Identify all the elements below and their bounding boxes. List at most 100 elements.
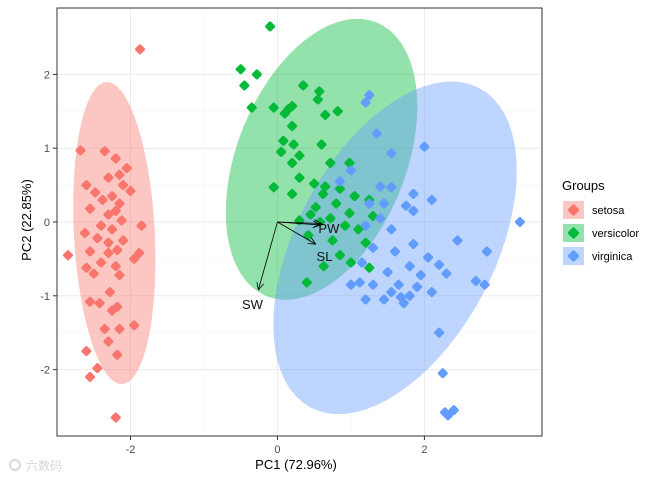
- point-virginica: [481, 246, 492, 257]
- point-setosa: [112, 349, 123, 360]
- point-setosa: [129, 320, 140, 331]
- point-virginica: [367, 279, 378, 290]
- point-virginica: [415, 270, 426, 281]
- point-versicolor: [332, 106, 343, 117]
- point-versicolor: [265, 21, 276, 32]
- point-versicolor: [334, 250, 345, 261]
- point-versicolor: [331, 198, 342, 209]
- point-setosa: [114, 324, 125, 334]
- point-virginica: [404, 290, 415, 301]
- point-versicolor: [316, 139, 327, 150]
- arrow-label-PW: PW: [318, 221, 340, 236]
- point-virginica: [404, 261, 415, 272]
- x-tick-label: -2: [126, 444, 136, 456]
- legend-title: Groups: [562, 178, 605, 193]
- point-virginica: [426, 287, 437, 298]
- point-versicolor: [314, 86, 325, 97]
- point-versicolor: [320, 110, 331, 120]
- point-setosa: [121, 163, 132, 174]
- point-setosa: [75, 145, 86, 156]
- point-setosa: [112, 245, 123, 256]
- arrow-PL: [277, 221, 322, 224]
- point-virginica: [408, 188, 419, 199]
- legend-label-versicolor: versicolor: [592, 228, 639, 240]
- point-virginica: [360, 294, 371, 305]
- point-versicolor: [310, 202, 321, 213]
- point-virginica: [334, 176, 345, 187]
- point-versicolor: [287, 188, 298, 199]
- point-virginica: [452, 235, 463, 246]
- point-versicolor: [309, 178, 320, 189]
- point-virginica: [514, 217, 525, 227]
- point-setosa: [114, 270, 125, 281]
- point-virginica: [382, 267, 393, 278]
- point-setosa: [107, 191, 118, 202]
- point-setosa: [125, 186, 136, 197]
- point-virginica: [419, 141, 430, 152]
- x-axis-label: PC1 (72.96%): [255, 457, 337, 472]
- point-virginica: [441, 268, 452, 279]
- legend-marker-setosa: [567, 204, 580, 216]
- point-setosa: [118, 180, 129, 191]
- point-setosa: [81, 180, 92, 191]
- point-virginica: [386, 287, 397, 298]
- point-virginica: [386, 182, 397, 193]
- point-virginica: [375, 213, 386, 224]
- point-setosa: [88, 268, 99, 279]
- point-versicolor: [294, 172, 305, 183]
- point-setosa: [94, 298, 105, 309]
- point-versicolor: [325, 157, 336, 168]
- ellipse-setosa: [73, 82, 156, 385]
- point-setosa: [81, 346, 92, 357]
- point-setosa: [114, 169, 125, 180]
- point-virginica: [386, 224, 397, 235]
- point-setosa: [110, 261, 121, 272]
- point-setosa: [135, 44, 146, 55]
- point-versicolor: [268, 102, 279, 113]
- watermark-text: 六数码: [26, 458, 62, 473]
- point-virginica: [398, 298, 409, 309]
- watermark: 六数码: [9, 458, 62, 473]
- arrowhead-SW: [256, 281, 264, 291]
- watermark-logo-icon: [9, 459, 21, 471]
- point-versicolor: [320, 181, 331, 192]
- point-virginica: [434, 327, 445, 338]
- point-virginica: [437, 368, 448, 379]
- axes: -2 0 2 -2 -1 0 1 2: [40, 69, 427, 456]
- point-virginica: [408, 205, 419, 216]
- point-virginica: [364, 90, 375, 101]
- y-tick-label: -2: [40, 365, 50, 377]
- point-virginica: [408, 239, 419, 250]
- point-versicolor: [344, 157, 355, 168]
- point-virginica: [426, 194, 437, 205]
- point-versicolor: [246, 102, 257, 113]
- point-versicolor: [251, 69, 262, 80]
- point-versicolor: [268, 182, 279, 193]
- arrow-SL: [277, 221, 316, 245]
- point-virginica: [390, 246, 401, 257]
- point-setosa: [134, 247, 145, 258]
- point-versicolor: [239, 80, 250, 91]
- point-virginica: [360, 220, 371, 231]
- point-setosa: [97, 194, 108, 205]
- point-setosa: [81, 262, 92, 273]
- point-virginica: [412, 281, 423, 292]
- point-setosa: [96, 257, 107, 268]
- y-tick-label: 2: [44, 69, 50, 81]
- point-virginica: [367, 242, 378, 253]
- point-setosa: [103, 209, 114, 220]
- y-tick-label: 0: [44, 217, 50, 229]
- point-virginica: [440, 407, 450, 418]
- x-tick-label: 0: [274, 444, 280, 456]
- point-setosa: [107, 305, 118, 316]
- point-setosa: [110, 153, 121, 164]
- point-versicolor: [312, 94, 323, 105]
- point-setosa: [136, 220, 147, 231]
- point-virginica: [345, 165, 356, 176]
- point-versicolor: [327, 235, 338, 246]
- point-versicolor: [360, 237, 371, 248]
- arrow-SW: [257, 221, 278, 290]
- point-setosa: [110, 412, 121, 423]
- point-setosa: [85, 246, 96, 257]
